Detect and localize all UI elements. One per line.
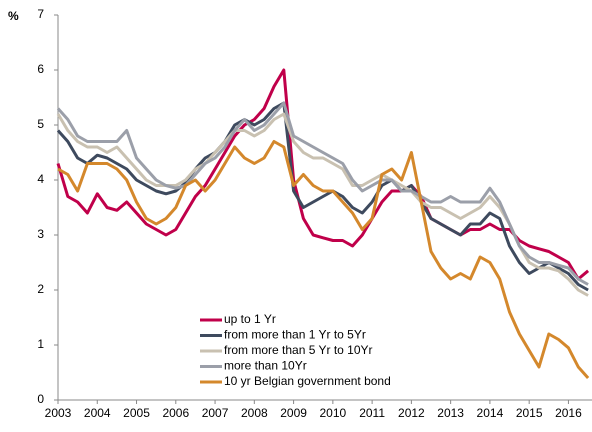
y-tick-label: 1 xyxy=(37,337,44,351)
x-tick-label: 2012 xyxy=(398,406,425,420)
legend-label: up to 1 Yr xyxy=(224,312,276,326)
legend-label: 10 yr Belgian government bond xyxy=(224,374,391,388)
x-tick-label: 2011 xyxy=(359,406,385,420)
x-tick-label: 2005 xyxy=(123,406,150,420)
y-tick-label: 7 xyxy=(37,7,44,21)
x-tick-label: 2007 xyxy=(202,406,229,420)
x-tick-label: 2010 xyxy=(320,406,347,420)
x-tick-label: 2004 xyxy=(84,406,111,420)
x-tick-label: 2016 xyxy=(555,406,582,420)
y-tick-label: 2 xyxy=(37,282,44,296)
x-tick-label: 2008 xyxy=(241,406,268,420)
y-tick-label: 5 xyxy=(37,117,44,131)
y-tick-label: 0 xyxy=(37,392,44,406)
series-line xyxy=(56,101,589,286)
y-axis-label: % xyxy=(8,9,19,23)
y-tick-label: 3 xyxy=(37,227,44,241)
y-tick-label: 4 xyxy=(37,172,44,186)
x-tick-label: 2014 xyxy=(477,406,504,420)
series-line xyxy=(56,112,589,297)
x-tick-label: 2006 xyxy=(162,406,189,420)
x-tick-label: 2015 xyxy=(516,406,543,420)
x-tick-label: 2013 xyxy=(437,406,464,420)
series-line xyxy=(56,68,590,281)
series-line xyxy=(56,101,589,292)
legend-label: from more than 5 Yr to 10Yr xyxy=(224,343,373,357)
x-tick-label: 2003 xyxy=(45,406,72,420)
y-tick-label: 6 xyxy=(37,62,44,76)
legend-label: more than 10Yr xyxy=(224,359,307,373)
legend-label: from more than 1 Yr to 5Yr xyxy=(224,328,366,342)
series-line xyxy=(57,140,590,379)
x-tick-label: 2009 xyxy=(280,406,307,420)
